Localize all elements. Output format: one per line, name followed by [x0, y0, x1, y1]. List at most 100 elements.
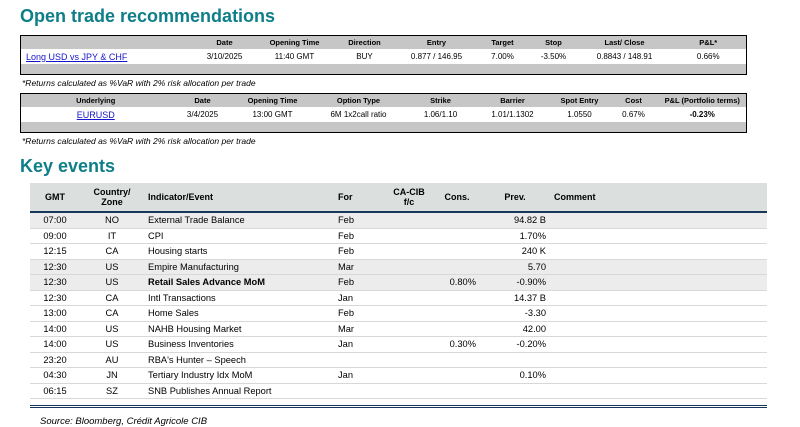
fx-trade-row: Long USD vs JPY & CHF 3/10/2025 11:40 GM…	[20, 49, 747, 64]
ke-gmt-cell: 12:30	[30, 259, 80, 275]
ke-country-cell: CA	[80, 305, 144, 322]
option-filler-row	[20, 122, 747, 133]
ke-for-cell	[334, 383, 384, 399]
fx-target-cell: 7.00%	[476, 49, 529, 64]
ke-cacib-fc-cell	[384, 259, 434, 275]
ke-previous-cell: 240 K	[480, 243, 550, 260]
ke-cacib-fc-cell	[384, 383, 434, 399]
fx-filler-row	[20, 64, 747, 75]
ke-country-cell: IT	[80, 228, 144, 244]
ke-previous-cell	[480, 352, 550, 368]
ke-consensus-cell	[434, 259, 480, 275]
ke-col-gmt: GMT	[30, 183, 80, 213]
fx-trades-header-row: Date Opening Time Direction Entry Target…	[20, 35, 747, 49]
ke-country-cell: NO	[80, 212, 144, 229]
opt-col-option-type: Option Type	[310, 93, 407, 107]
fx-stop-cell: -3.50%	[528, 49, 579, 64]
ke-country-cell: JN	[80, 367, 144, 384]
fx-col-stop: Stop	[528, 35, 579, 49]
key-event-row: 12:15 CA Housing starts Feb 240 K	[30, 243, 767, 260]
ke-for-cell: Mar	[334, 259, 384, 275]
ke-event-cell: SNB Publishes Annual Report	[144, 383, 334, 399]
ke-consensus-cell	[434, 352, 480, 368]
ke-consensus-cell	[434, 321, 480, 337]
ke-consensus-cell	[434, 212, 480, 229]
opt-spot-entry-cell: 1.0550	[550, 107, 609, 122]
key-event-row: 14:00 US Business Inventories Jan 0.30% …	[30, 336, 767, 353]
ke-country-cell: CA	[80, 243, 144, 260]
ke-for-cell: Feb	[334, 305, 384, 322]
ke-for-cell: Feb	[334, 243, 384, 260]
ke-country-cell: US	[80, 274, 144, 291]
key-event-row: 06:15 SZ SNB Publishes Annual Report	[30, 383, 767, 399]
option-trades-header-row: Underlying Date Opening Time Option Type…	[20, 93, 747, 107]
option-trades-table: Underlying Date Opening Time Option Type…	[20, 93, 747, 133]
key-events-title: Key events	[20, 156, 116, 176]
ke-event-cell: RBA's Hunter – Speech	[144, 352, 334, 368]
ke-gmt-cell: 04:30	[30, 367, 80, 384]
fx-trade-link[interactable]: Long USD vs JPY & CHF	[26, 51, 128, 62]
ke-col-cacib-fc: CA-CIB f/c	[384, 183, 434, 213]
ke-event-cell: NAHB Housing Market	[144, 321, 334, 337]
ke-col-country-zone: Country/ Zone	[80, 183, 144, 213]
ke-comment-cell	[550, 212, 767, 229]
ke-comment-cell	[550, 383, 767, 399]
key-events-body: 07:00 NO External Trade Balance Feb 94.8…	[30, 212, 767, 399]
fx-col-date: Date	[192, 35, 257, 49]
opt-option-type-cell: 6M 1x2call ratio	[310, 107, 407, 122]
ke-event-cell: CPI	[144, 228, 334, 244]
ke-comment-cell	[550, 336, 767, 353]
key-event-row: 12:30 CA Intl Transactions Jan 14.37 B	[30, 290, 767, 306]
ke-comment-cell	[550, 259, 767, 275]
fx-col-last-close: Last/ Close	[578, 35, 671, 49]
fx-trades-table: Date Opening Time Direction Entry Target…	[20, 35, 747, 75]
ke-for-cell: Feb	[334, 274, 384, 291]
ke-cacib-fc-cell	[384, 321, 434, 337]
key-event-row: 04:30 JN Tertiary Industry Idx MoM Jan 0…	[30, 367, 767, 384]
ke-comment-cell	[550, 243, 767, 260]
ke-previous-cell: 5.70	[480, 259, 550, 275]
ke-col-comment: Comment	[550, 183, 767, 213]
fx-col-target: Target	[476, 35, 529, 49]
ke-event-cell: Housing starts	[144, 243, 334, 260]
ke-gmt-cell: 12:15	[30, 243, 80, 260]
ke-comment-cell	[550, 290, 767, 306]
ke-col-indicator-event: Indicator/Event	[144, 183, 334, 213]
ke-comment-cell	[550, 367, 767, 384]
ke-previous-cell: 94.82 B	[480, 212, 550, 229]
opt-barrier-cell: 1.01/1.1302	[474, 107, 551, 122]
ke-event-cell: External Trade Balance	[144, 212, 334, 229]
ke-previous-cell: 14.37 B	[480, 290, 550, 306]
option-underlying-link[interactable]: EURUSD	[76, 109, 115, 120]
fx-col-opening-time: Opening Time	[256, 35, 333, 49]
key-events-table: GMT Country/ Zone Indicator/Event For CA…	[30, 183, 767, 408]
ke-comment-cell	[550, 352, 767, 368]
ke-country-cell: AU	[80, 352, 144, 368]
ke-for-cell: Feb	[334, 212, 384, 229]
ke-for-cell: Jan	[334, 290, 384, 306]
ke-cacib-fc-cell	[384, 228, 434, 244]
ke-cacib-fc-cell	[384, 305, 434, 322]
opt-pnl-cell: -0.23%	[658, 107, 747, 122]
ke-for-cell	[334, 352, 384, 368]
ke-cacib-fc-cell	[384, 352, 434, 368]
fx-direction-cell: BUY	[332, 49, 397, 64]
ke-cacib-fc-cell	[384, 243, 434, 260]
opt-col-underlying: Underlying	[20, 93, 171, 107]
ke-previous-cell: 0.10%	[480, 367, 550, 384]
fx-entry-cell: 0.877 / 146.95	[396, 49, 477, 64]
opt-col-pnl: P&L (Portfolio terms)	[658, 93, 747, 107]
ke-gmt-cell: 09:00	[30, 228, 80, 244]
ke-event-cell: Tertiary Industry Idx MoM	[144, 367, 334, 384]
ke-country-cell: SZ	[80, 383, 144, 399]
ke-previous-cell	[480, 383, 550, 399]
ke-country-cell: US	[80, 321, 144, 337]
ke-previous-cell: -0.20%	[480, 336, 550, 353]
ke-col-for: For	[334, 183, 384, 213]
open-trades-title: Open trade recommendations	[20, 6, 276, 26]
ke-comment-cell	[550, 305, 767, 322]
ke-country-cell: CA	[80, 290, 144, 306]
opt-opening-time-cell: 13:00 GMT	[234, 107, 311, 122]
opt-cost-cell: 0.67%	[608, 107, 659, 122]
ke-cacib-fc-cell	[384, 212, 434, 229]
